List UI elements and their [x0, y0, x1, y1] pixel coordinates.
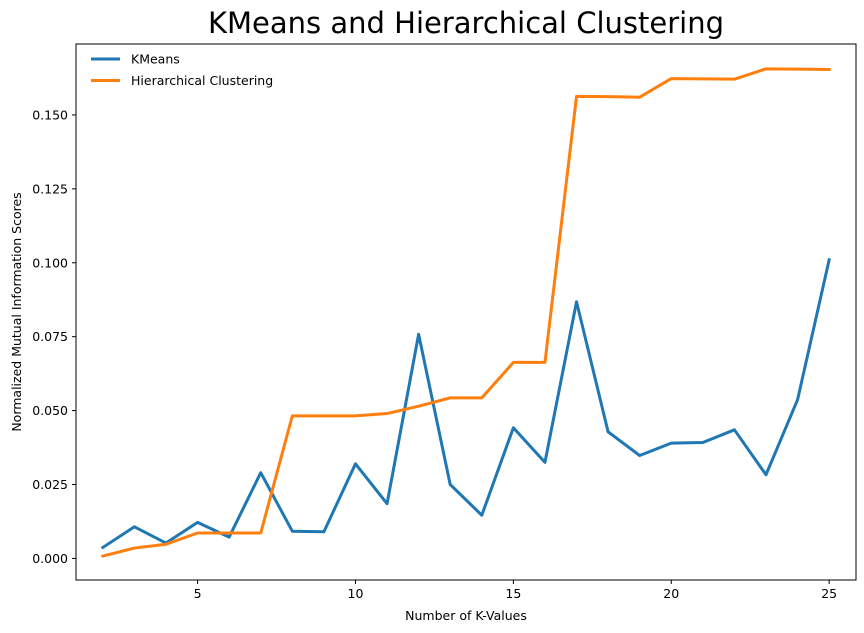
x-axis-label: Number of K-Values	[405, 608, 527, 623]
legend: KMeans Hierarchical Clustering	[91, 52, 273, 88]
x-tick-label: 5	[194, 586, 202, 601]
chart-title: KMeans and Hierarchical Clustering	[208, 6, 724, 40]
y-axis: 0.000 0.025 0.050 0.075 0.100 0.125 0.150	[32, 107, 76, 566]
legend-label: Hierarchical Clustering	[131, 73, 273, 88]
x-tick-label: 25	[821, 586, 837, 601]
series-line-kmeans	[100, 258, 831, 550]
y-tick-label: 0.075	[32, 329, 68, 344]
legend-label: KMeans	[131, 52, 180, 67]
y-tick-label: 0.025	[32, 477, 68, 492]
y-tick-label: 0.000	[32, 551, 68, 566]
y-axis-label: Normalized Mutual Information Scores	[9, 192, 24, 431]
y-tick-label: 0.100	[32, 255, 68, 270]
y-tick-label: 0.125	[32, 181, 68, 196]
plot-area	[100, 67, 831, 558]
x-tick-label: 10	[348, 586, 364, 601]
x-axis: 5 10 15 20 25	[194, 580, 837, 601]
y-tick-label: 0.150	[32, 107, 68, 122]
y-tick-label: 0.050	[32, 403, 68, 418]
series-line-hierarchical-clustering	[101, 67, 831, 558]
plot-frame	[75, 43, 857, 581]
x-tick-label: 20	[663, 586, 679, 601]
x-tick-label: 15	[505, 586, 521, 601]
